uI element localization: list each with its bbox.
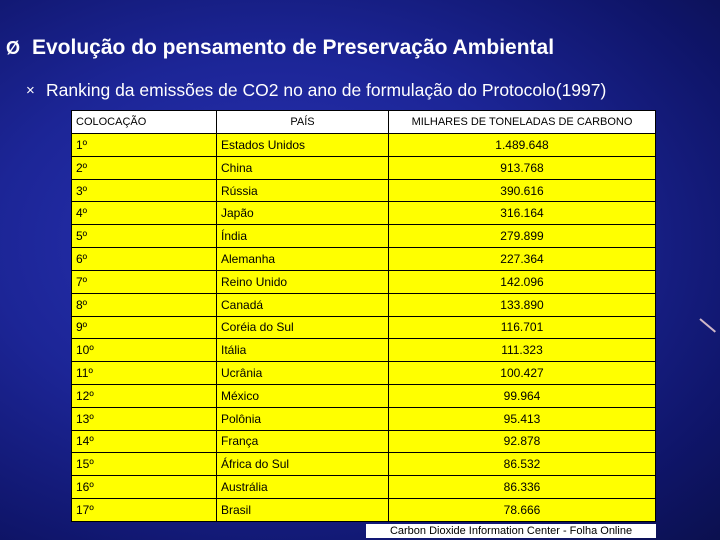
carbon-cell: 227.364 — [388, 247, 656, 271]
country-cell: China — [216, 155, 389, 180]
slide-title: Ø Evolução do pensamento de Preservação … — [6, 33, 554, 63]
country-cell: Estados Unidos — [216, 133, 389, 157]
country-cell: França — [216, 429, 389, 454]
rank-cell: 4º — [71, 201, 217, 226]
rank-cell: 16º — [71, 475, 217, 499]
slide-title-text: Evolução do pensamento de Preservação Am… — [32, 36, 555, 59]
rank-cell: 13º — [71, 406, 217, 431]
rank-cell: 5º — [71, 224, 217, 249]
carbon-cell: 316.164 — [388, 201, 656, 226]
table-row: 8º Canadá 133.890 — [71, 292, 656, 317]
rank-cell: 17º — [71, 498, 217, 522]
country-cell: Itália — [216, 338, 389, 363]
arrow-bullet-icon: Ø — [6, 37, 21, 58]
country-cell: Austrália — [216, 475, 389, 499]
carbon-cell: 1.489.648 — [388, 133, 656, 157]
decorative-line — [699, 318, 716, 333]
table-row: 5º Índia 279.899 — [71, 224, 656, 249]
carbon-cell: 116.701 — [388, 315, 656, 340]
rank-cell: 11º — [71, 361, 217, 385]
carbon-cell: 279.899 — [388, 224, 656, 249]
slide-subtitle-text: Ranking da emissões de CO2 no ano de for… — [46, 79, 607, 100]
table-row: 9º Coréia do Sul 116.701 — [71, 315, 656, 340]
table-row: 15º África do Sul 86.532 — [71, 452, 656, 477]
carbon-cell: 142.096 — [388, 269, 656, 294]
carbon-cell: 913.768 — [388, 155, 656, 180]
country-cell: Japão — [216, 201, 389, 226]
rank-cell: 15º — [71, 452, 217, 477]
country-cell: Brasil — [216, 498, 389, 522]
country-cell: Canadá — [216, 292, 389, 317]
column-header-country: PAÍS — [216, 110, 389, 134]
carbon-cell: 78.666 — [388, 498, 656, 522]
table-row: 17º Brasil 78.666 — [71, 498, 656, 522]
table-header-row: COLOCAÇÃO PAÍS MILHARES DE TONELADAS DE … — [71, 110, 656, 134]
carbon-cell: 133.890 — [388, 292, 656, 317]
table-row: 11º Ucrânia 100.427 — [71, 361, 656, 385]
table-row: 16º Austrália 86.336 — [71, 475, 656, 499]
rank-cell: 1º — [71, 133, 217, 157]
country-cell: Ucrânia — [216, 361, 389, 385]
emissions-ranking-table: COLOCAÇÃO PAÍS MILHARES DE TONELADAS DE … — [71, 110, 656, 522]
country-cell: Coréia do Sul — [216, 315, 389, 340]
table-row: 6º Alemanha 227.364 — [71, 247, 656, 271]
country-cell: Alemanha — [216, 247, 389, 271]
table-row: 10º Itália 111.323 — [71, 338, 656, 363]
rank-cell: 8º — [71, 292, 217, 317]
country-cell: África do Sul — [216, 452, 389, 477]
column-header-carbon: MILHARES DE TONELADAS DE CARBONO — [388, 110, 656, 134]
table-row: 14º França 92.878 — [71, 429, 656, 454]
carbon-cell: 95.413 — [388, 406, 656, 431]
rank-cell: 2º — [71, 155, 217, 180]
rank-cell: 10º — [71, 338, 217, 363]
column-header-rank: COLOCAÇÃO — [71, 110, 217, 134]
carbon-cell: 86.336 — [388, 475, 656, 499]
carbon-cell: 390.616 — [388, 178, 656, 203]
table-row: 4º Japão 316.164 — [71, 201, 656, 226]
rank-cell: 14º — [71, 429, 217, 454]
table-row: 2º China 913.768 — [71, 155, 656, 180]
country-cell: Índia — [216, 224, 389, 249]
carbon-cell: 99.964 — [388, 383, 656, 408]
carbon-cell: 92.878 — [388, 429, 656, 454]
country-cell: México — [216, 383, 389, 408]
cross-bullet-icon: × — [26, 81, 35, 99]
rank-cell: 7º — [71, 269, 217, 294]
carbon-cell: 86.532 — [388, 452, 656, 477]
country-cell: Reino Unido — [216, 269, 389, 294]
table-row: 12º México 99.964 — [71, 383, 656, 408]
table-row: 1º Estados Unidos 1.489.648 — [71, 133, 656, 157]
carbon-cell: 100.427 — [388, 361, 656, 385]
rank-cell: 9º — [71, 315, 217, 340]
country-cell: Rússia — [216, 178, 389, 203]
source-caption: Carbon Dioxide Information Center - Folh… — [366, 524, 656, 538]
table-row: 13º Polônia 95.413 — [71, 406, 656, 431]
table-row: 3º Rússia 390.616 — [71, 178, 656, 203]
table-row: 7º Reino Unido 142.096 — [71, 269, 656, 294]
rank-cell: 3º — [71, 178, 217, 203]
rank-cell: 6º — [71, 247, 217, 271]
slide-subtitle: × Ranking da emissões de CO2 no ano de f… — [26, 78, 606, 102]
country-cell: Polônia — [216, 406, 389, 431]
rank-cell: 12º — [71, 383, 217, 408]
table-body: 1º Estados Unidos 1.489.648 2º China 913.768 3… — [71, 133, 656, 522]
carbon-cell: 111.323 — [388, 338, 656, 363]
